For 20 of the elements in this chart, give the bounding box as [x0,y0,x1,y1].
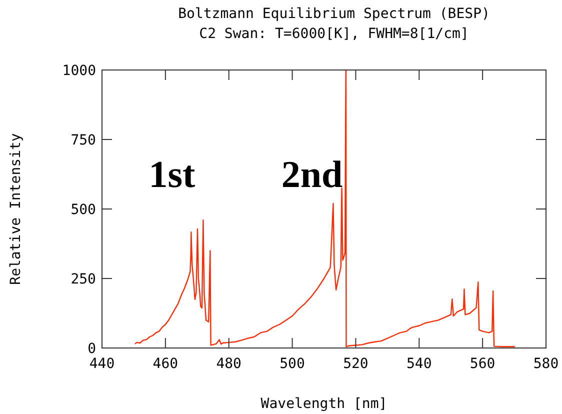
y-tick-label: 500 [70,202,96,218]
x-tick-label: 540 [406,356,432,372]
x-tick-label: 520 [343,356,368,372]
x-tick-label: 440 [89,356,115,372]
y-axis-title: Relative Intensity [8,133,24,285]
y-tick-label: 750 [70,132,96,148]
y-tick-label: 1000 [62,63,96,79]
x-tick-label: 480 [216,356,242,372]
line-series [134,69,516,348]
y-tick-label: 0 [88,341,96,357]
y-tick-label: 250 [70,272,96,288]
chart-title: Boltzmann Equilibrium Spectrum (BESP) [178,6,490,22]
x-tick-label: 560 [470,356,496,372]
annotation: 1st [148,154,196,196]
x-tick-label: 460 [152,356,178,372]
x-tick-label: 500 [280,356,305,372]
x-tick-label: 580 [533,356,559,372]
annotation: 2nd [281,154,343,196]
x-axis-title: Wavelength [nm] [260,396,388,412]
chart-subtitle: C2 Swan: T=6000[K], FWHM=8[1/cm] [199,26,469,42]
